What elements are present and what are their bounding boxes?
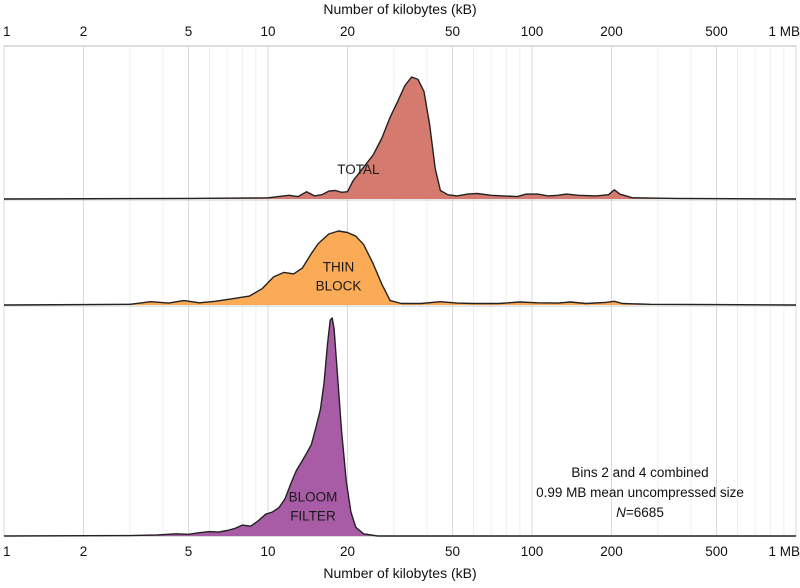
x-tick-label-bottom: 500 [705,544,728,559]
x-tick-label-bottom: 5 [185,544,193,559]
x-tick-label-top: 1 [3,24,11,39]
series-label-bloom-filter: FILTER [290,509,336,524]
x-tick-label-top: 10 [260,24,275,39]
annotation-n-value: =6685 [625,505,664,520]
x-axis-title-bottom: Number of kilobytes (kB) [323,565,477,581]
annotation-line-1: Bins 2 and 4 combined [571,465,709,480]
annotation-line-3: N=6685 [520,503,760,523]
series-label-total: TOTAL [337,162,380,177]
x-tick-label-bottom: 20 [340,544,355,559]
x-tick-label-top: 500 [705,24,728,39]
x-tick-label-top: 5 [185,24,193,39]
x-axis-title-top: Number of kilobytes (kB) [323,1,477,17]
series-label-thin-block: BLOCK [316,279,362,294]
x-tick-label-bottom: 50 [445,544,460,559]
series-line-bloom-filter [3,317,796,537]
x-tick-label-top: 200 [600,24,623,39]
x-tick-label-top: 20 [340,24,355,39]
series-line-total [3,76,797,200]
series-label-bloom-filter: BLOOM [289,490,338,505]
x-tick-label-top: 2 [80,24,88,39]
x-tick-label-bottom: 1 MB [768,544,800,559]
x-tick-label-bottom: 1 [3,544,11,559]
series-label-thin-block: THIN [323,260,355,275]
x-tick-label-top: 100 [521,24,544,39]
annotation-line-2: 0.99 MB mean uncompressed size [536,485,744,500]
series-line-thin-block [3,230,797,306]
x-tick-label-bottom: 200 [600,544,623,559]
annotation-box: Bins 2 and 4 combined 0.99 MB mean uncom… [520,463,760,523]
x-tick-label-bottom: 10 [260,544,275,559]
series-area-total [4,77,796,199]
annotation-n-label: N [616,505,626,520]
x-tick-label-bottom: 2 [80,544,88,559]
x-tick-label-bottom: 100 [521,544,544,559]
x-tick-label-top: 1 MB [768,24,800,39]
x-tick-label-top: 50 [445,24,460,39]
